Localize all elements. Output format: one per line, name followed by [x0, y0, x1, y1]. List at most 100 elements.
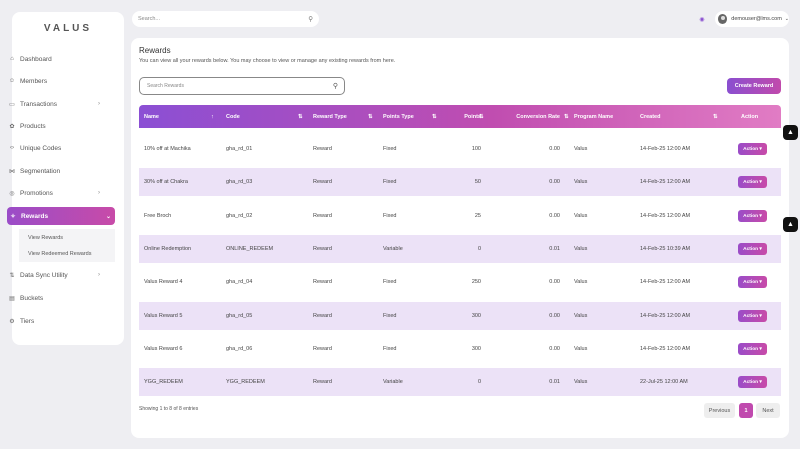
sort-icon[interactable]: ⇅ — [564, 113, 569, 120]
table-cell: Reward — [313, 213, 332, 219]
table-cell: 0 — [477, 379, 481, 385]
table-header: Name ↑ Code ⇅ Reward Type ⇅ Points Type ⇅ Points… — [139, 105, 781, 128]
sidebar-item-transactions[interactable]: ▭ Transactions › — [8, 97, 104, 111]
table-row: 10% off at Machika gha_rd_01 Reward Fixed 10… — [139, 135, 781, 163]
table-row: Valus Reward 6 gha_rd_06 Reward Fixed 300 0.0… — [139, 335, 781, 363]
sidebar-item-label: Unique Codes — [20, 144, 62, 152]
floating-widget-icon[interactable]: ▲ — [783, 125, 798, 140]
table-cell: 25 — [474, 213, 481, 219]
rewards-subnav — [19, 229, 115, 262]
sort-icon[interactable]: ⇅ — [298, 113, 303, 120]
members-icon: ☺ — [8, 78, 16, 84]
tiers-icon: ⚙ — [9, 318, 15, 325]
table-cell: ONLINE_REDEEM — [226, 246, 274, 252]
sidebar-item-members[interactable]: ☺ Members — [8, 74, 104, 88]
table-cell: gha_rd_03 — [226, 179, 253, 185]
table-row: Online Redemption ONLINE_REDEEM Reward Vari… — [139, 235, 781, 263]
sidebar-item-dashboard[interactable]: ⌂ Dashboard — [8, 52, 104, 66]
dashboard-icon: ⌂ — [10, 56, 14, 62]
table-cell: 14-Feb-25 12:00 AM — [640, 179, 691, 185]
next-page-button[interactable]: Next — [756, 403, 780, 418]
sort-icon[interactable]: ⇅ — [713, 113, 718, 120]
search-icon[interactable]: ⚲ — [308, 16, 313, 23]
theme-toggle-icon[interactable]: ◉ — [699, 16, 705, 23]
rewards-search-placeholder: Search Rewards — [147, 83, 184, 89]
column-header-points-type[interactable]: Points Type — [383, 113, 414, 120]
subnav-view-redeemed-rewards[interactable]: View Redeemed Rewards — [28, 251, 92, 257]
table-cell: Fixed — [383, 279, 397, 285]
table-cell: Fixed — [383, 346, 397, 352]
table-cell: Fixed — [383, 213, 397, 219]
segmentation-icon: ⋈ — [9, 168, 15, 175]
chevron-right-icon: › — [98, 272, 100, 278]
action-dropdown-button[interactable]: Action ▾ — [738, 276, 767, 288]
sidebar-item-segmentation[interactable]: ⋈ Segmentation — [8, 164, 104, 178]
sidebar-item-rewards[interactable]: ✧ Rewards ⌄ — [7, 207, 115, 225]
page-1-button[interactable]: 1 — [739, 403, 753, 418]
create-reward-button[interactable]: Create Reward — [727, 78, 781, 94]
column-header-reward-type[interactable]: Reward Type — [313, 113, 347, 120]
column-header-code[interactable]: Code — [226, 113, 240, 120]
sidebar-item-label: Tiers — [20, 317, 35, 325]
sidebar: VALUS — [12, 12, 124, 345]
table-row: YGG_REDEEM YGG_REDEEM Reward Variable 0 0.01 V… — [139, 368, 781, 396]
table-cell: Reward — [313, 246, 332, 252]
sidebar-item-unique-codes[interactable]: ‹› Unique Codes — [8, 141, 104, 155]
rewards-search-input[interactable]: Search Rewards ⚲ — [139, 77, 345, 95]
sort-icon[interactable]: ⇅ — [432, 113, 437, 120]
table-cell: Free Broch — [144, 213, 172, 219]
column-header-program-name[interactable]: Program Name — [574, 113, 614, 120]
action-dropdown-button[interactable]: Action ▾ — [738, 243, 767, 255]
sort-icon[interactable]: ⇅ — [479, 113, 484, 120]
floating-widget-icon[interactable]: ▲ — [783, 217, 798, 232]
global-search-placeholder: Search... — [138, 16, 161, 22]
column-header-points[interactable]: Points — [464, 113, 481, 120]
search-icon[interactable]: ⚲ — [332, 83, 338, 90]
sidebar-item-label: Buckets — [20, 294, 44, 302]
column-header-conversion-rate[interactable]: Conversion Rate — [516, 113, 560, 120]
sidebar-item-promotions[interactable]: ◎ Promotions › — [8, 186, 104, 200]
table-cell: Variable — [383, 379, 403, 385]
action-dropdown-button[interactable]: Action ▾ — [738, 343, 767, 355]
sidebar-item-tiers[interactable]: ⚙ Tiers — [8, 314, 104, 328]
sort-asc-icon[interactable]: ↑ — [211, 113, 214, 120]
action-dropdown-button[interactable]: Action ▾ — [738, 210, 767, 222]
chevron-right-icon: › — [98, 190, 100, 196]
table-cell: Valus Reward 5 — [144, 313, 183, 319]
table-cell: Reward — [313, 313, 332, 319]
column-header-name[interactable]: Name — [144, 113, 159, 120]
sidebar-item-products[interactable]: ✿ Products — [8, 119, 104, 133]
table-cell: 0.00 — [549, 146, 560, 152]
sort-icon[interactable]: ⇅ — [368, 113, 373, 120]
table-cell: Fixed — [383, 179, 397, 185]
table-cell: 22-Jul-25 12:00 AM — [640, 379, 688, 385]
user-menu[interactable]: demouser@lms.com ⌄ — [715, 11, 789, 27]
user-email: demouser@lms.com — [731, 16, 782, 22]
action-dropdown-button[interactable]: Action ▾ — [738, 176, 767, 188]
sidebar-item-buckets[interactable]: ▤ Buckets — [8, 291, 104, 305]
table-cell: gha_rd_04 — [226, 279, 253, 285]
previous-page-button[interactable]: Previous — [704, 403, 735, 418]
column-header-created[interactable]: Created — [640, 113, 661, 120]
sidebar-item-data-sync-utility[interactable]: ⇅ Data Sync Utility › — [8, 268, 104, 282]
table-cell: YGG_REDEEM — [144, 379, 183, 385]
table-cell: 300 — [471, 346, 481, 352]
rewards-panel: Rewards You can view all your rewards be… — [131, 38, 789, 438]
table-cell: 0.00 — [549, 313, 560, 319]
unique-codes-icon: ‹› — [10, 145, 14, 151]
sidebar-item-label: Data Sync Utility — [20, 271, 68, 279]
page-subtitle: You can view all your rewards below. You… — [139, 58, 396, 64]
table-cell: Valus — [574, 346, 588, 352]
action-dropdown-button[interactable]: Action ▾ — [738, 376, 767, 388]
table-cell: Reward — [313, 346, 332, 352]
column-header-action[interactable]: Action — [741, 113, 759, 120]
action-dropdown-button[interactable]: Action ▾ — [738, 310, 767, 322]
subnav-view-rewards[interactable]: View Rewards — [28, 235, 64, 241]
avatar — [718, 14, 728, 24]
global-search-input[interactable]: Search... ⚲ — [132, 11, 319, 27]
table-cell: Valus — [574, 146, 588, 152]
action-dropdown-button[interactable]: Action ▾ — [738, 143, 767, 155]
table-cell: Online Redemption — [144, 246, 192, 252]
rewards-icon: ✧ — [10, 213, 16, 220]
table-cell: 0.00 — [549, 346, 560, 352]
